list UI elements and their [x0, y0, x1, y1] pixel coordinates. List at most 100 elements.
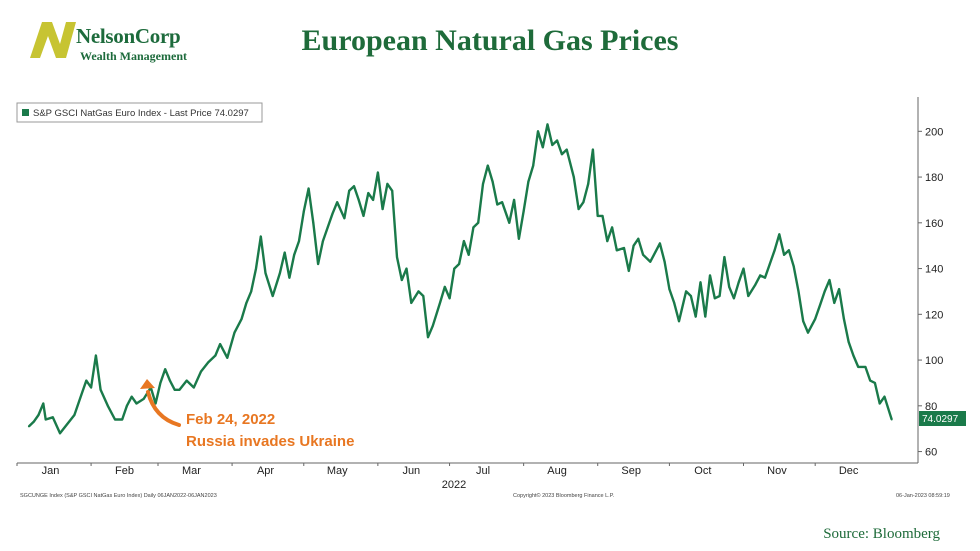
data-point	[728, 285, 731, 288]
data-point	[121, 418, 124, 421]
data-point	[828, 279, 831, 281]
data-point	[842, 317, 845, 320]
data-point	[214, 354, 217, 357]
data-point	[787, 249, 790, 252]
data-point	[32, 420, 35, 423]
data-point	[168, 379, 171, 382]
data-point	[591, 148, 594, 151]
data-point	[94, 354, 97, 357]
y-tick-label: 140	[925, 264, 943, 276]
data-point	[240, 317, 243, 320]
data-point	[718, 295, 721, 297]
data-point	[114, 418, 116, 421]
data-point	[847, 340, 850, 343]
data-point	[331, 212, 334, 215]
source-note: Source: Bloomberg	[823, 526, 940, 542]
data-point	[130, 395, 133, 398]
data-point	[51, 416, 54, 419]
data-point	[405, 267, 408, 270]
data-point	[200, 370, 202, 373]
data-point	[106, 404, 109, 407]
data-point	[73, 414, 76, 416]
data-point	[278, 272, 281, 275]
data-point	[59, 432, 61, 435]
legend-label: S&P GSCI NatGas Euro Index - Last Price …	[33, 108, 249, 119]
data-point	[367, 192, 370, 195]
data-point	[513, 198, 516, 201]
data-point	[99, 388, 102, 391]
data-point	[410, 301, 413, 304]
data-point	[298, 240, 300, 243]
y-tick-label: 160	[925, 218, 943, 230]
data-point	[427, 336, 429, 339]
data-point	[649, 260, 652, 263]
footer-copyright: Copyright© 2023 Bloomberg Finance L.P.	[513, 492, 615, 499]
data-point	[546, 123, 549, 126]
data-point	[819, 304, 821, 307]
data-point	[807, 331, 809, 334]
footer-timestamp: 06-Jan-2023 08:59:19	[896, 493, 950, 499]
y-tick-label: 100	[925, 355, 943, 367]
x-tick-label: Jan	[42, 465, 60, 477]
x-tick-label: Jun	[402, 465, 420, 477]
footer: SGCUNGE Index (S&P GSCI NatGas Euro Inde…	[20, 492, 950, 499]
legend-box	[16, 102, 263, 123]
logo: NelsonCorp Wealth Management	[30, 16, 205, 66]
data-point	[778, 233, 781, 236]
data-point	[704, 315, 707, 318]
data-point	[551, 144, 554, 146]
data-point	[615, 249, 618, 252]
data-point	[85, 379, 88, 382]
data-point	[27, 425, 30, 428]
data-point	[400, 279, 403, 281]
data-point	[637, 237, 640, 240]
data-point	[823, 290, 826, 293]
data-point	[678, 320, 680, 323]
data-point	[462, 240, 465, 243]
data-point	[654, 251, 657, 254]
data-point	[357, 198, 360, 201]
legend: S&P GSCI NatGas Euro Index - Last Price …	[16, 102, 263, 123]
data-point	[372, 198, 375, 201]
data-point	[336, 201, 339, 204]
data-point	[317, 263, 320, 265]
data-point	[522, 210, 525, 213]
data-point	[694, 315, 697, 318]
data-point	[185, 379, 188, 382]
series-line	[28, 123, 893, 435]
data-point	[869, 379, 872, 382]
data-point	[632, 244, 635, 247]
data-point	[852, 354, 855, 357]
data-point	[565, 148, 568, 151]
x-tick-label: May	[327, 465, 348, 477]
data-point	[264, 272, 267, 275]
data-point	[857, 365, 860, 368]
data-point	[601, 214, 604, 217]
data-point	[255, 267, 257, 270]
y-tick-label: 60	[925, 447, 937, 459]
data-point	[42, 402, 45, 405]
chart-axes	[17, 97, 919, 464]
data-point	[572, 176, 575, 179]
data-point	[527, 180, 530, 183]
data-point	[80, 393, 83, 396]
data-point	[668, 288, 671, 291]
data-point	[226, 356, 229, 359]
data-point	[233, 331, 236, 334]
data-point	[44, 418, 47, 421]
data-point	[709, 274, 711, 277]
footer-left: SGCUNGE Index (S&P GSCI NatGas Euro Inde…	[20, 493, 217, 499]
data-point	[873, 381, 876, 384]
data-point	[453, 267, 456, 270]
data-point	[627, 269, 630, 272]
data-point	[422, 295, 425, 297]
data-point	[556, 139, 559, 142]
data-point	[353, 185, 355, 188]
data-point	[482, 182, 484, 185]
annotation-arrow-shaft	[146, 390, 181, 427]
data-point	[443, 285, 446, 288]
data-point	[135, 402, 138, 405]
annotation-date: Feb 24, 2022	[186, 411, 275, 428]
data-point	[467, 253, 470, 256]
